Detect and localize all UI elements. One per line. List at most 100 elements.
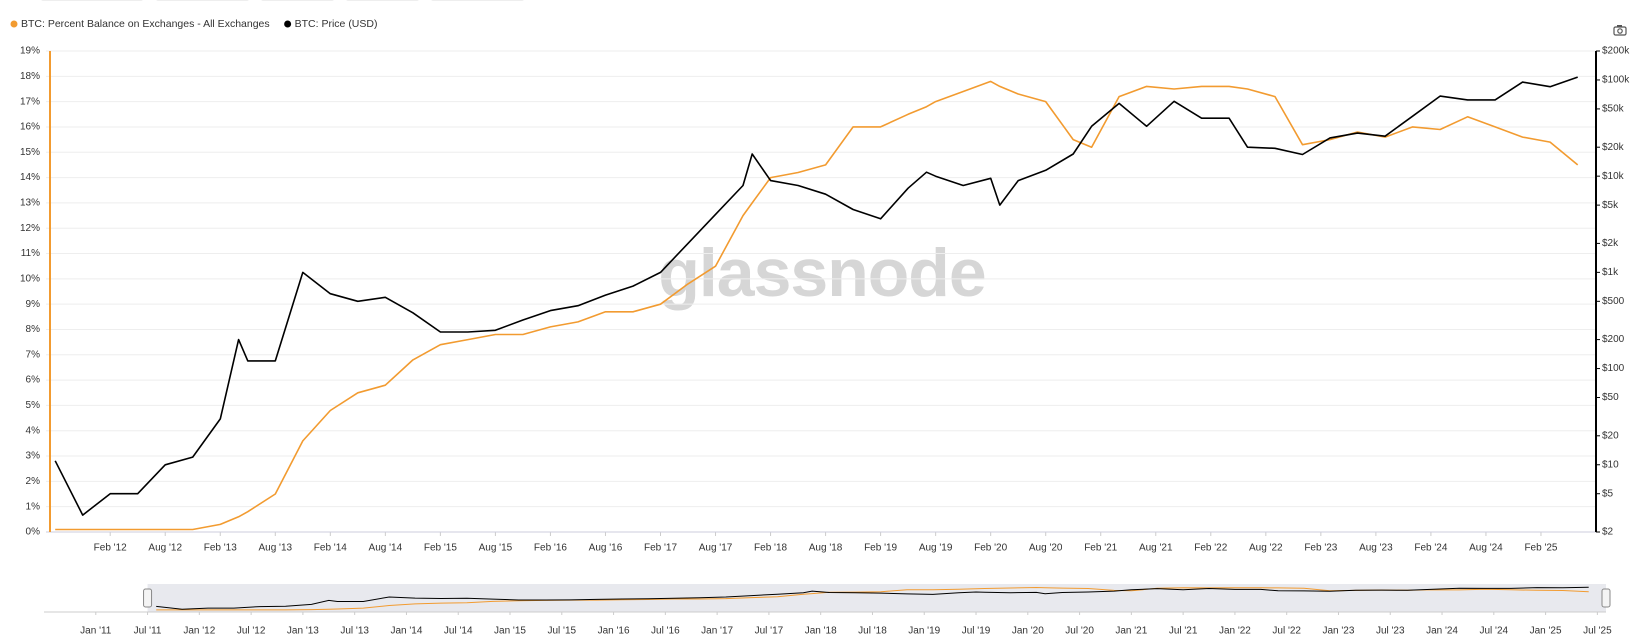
series-line bbox=[54, 76, 1578, 516]
x-tick-label: Aug '24 bbox=[1469, 543, 1503, 554]
x-tick-label: Aug '20 bbox=[1029, 543, 1063, 554]
x-tick-label: Aug '23 bbox=[1359, 543, 1393, 554]
x-tick-label: Feb '14 bbox=[314, 543, 347, 554]
navigator-tick-label: Jul '18 bbox=[858, 626, 887, 637]
y-tick-label: 11% bbox=[21, 248, 40, 259]
navigator-tick-label: Jan '20 bbox=[1012, 626, 1044, 637]
y-tick-label: 17% bbox=[20, 96, 40, 107]
legend-marker bbox=[10, 20, 18, 28]
navigator-tick-label: Jan '14 bbox=[390, 626, 422, 637]
navigator-tick-label: Jul '23 bbox=[1376, 626, 1405, 637]
navigator-tick-label: Jan '16 bbox=[598, 626, 630, 637]
navigator-selection bbox=[147, 584, 1607, 612]
x-tick-label: Feb '12 bbox=[94, 543, 127, 554]
legend-marker bbox=[284, 20, 292, 28]
navigator-tick-label: Jan '21 bbox=[1115, 626, 1147, 637]
x-tick-label: Feb '15 bbox=[424, 543, 457, 554]
legend-item[interactable]: BTC: Price (USD) bbox=[284, 18, 377, 30]
x-tick-label: Aug '12 bbox=[148, 543, 182, 554]
navigator-tick-label: Jan '25 bbox=[1530, 626, 1562, 637]
navigator-tick-label: Jul '24 bbox=[1480, 626, 1509, 637]
x-tick-label: Feb '22 bbox=[1194, 543, 1227, 554]
y2-tick-label: $50 bbox=[1602, 392, 1619, 403]
x-tick-label: Aug '16 bbox=[589, 543, 623, 554]
x-tick-label: Aug '21 bbox=[1139, 543, 1173, 554]
y2-tick-label: $10 bbox=[1602, 459, 1619, 470]
x-tick-label: Feb '25 bbox=[1524, 543, 1557, 554]
x-tick-label: Feb '16 bbox=[534, 543, 567, 554]
y2-tick-label: $20k bbox=[1602, 142, 1625, 153]
navigator-tick-label: Jul '14 bbox=[444, 626, 473, 637]
navigator-tick-label: Jan '15 bbox=[494, 626, 526, 637]
navigator-line bbox=[156, 586, 1589, 610]
y2-tick-label: $200k bbox=[1602, 46, 1630, 57]
y-tick-label: 14% bbox=[20, 172, 40, 183]
navigator-tick-label: Jul '11 bbox=[134, 626, 162, 637]
legend: BTC: Percent Balance on Exchanges - All … bbox=[10, 18, 377, 30]
x-tick-label: Feb '21 bbox=[1084, 543, 1117, 554]
navigator-tick-label: Jul '22 bbox=[1272, 626, 1301, 637]
y2-tick-label: $100k bbox=[1602, 75, 1630, 86]
navigator-tick-label: Jul '19 bbox=[962, 626, 991, 637]
navigator-tick-label: Jan '18 bbox=[805, 626, 837, 637]
y-tick-label: 8% bbox=[26, 324, 41, 335]
navigator-tick-label: Jan '19 bbox=[908, 626, 940, 637]
y-tick-label: 7% bbox=[26, 349, 41, 360]
navigator-tick-label: Jan '11 bbox=[80, 626, 112, 637]
y2-tick-label: $50k bbox=[1602, 104, 1625, 115]
navigator-tick-label: Jan '23 bbox=[1323, 626, 1355, 637]
watermark: glassnode bbox=[658, 235, 985, 311]
navigator-handle[interactable] bbox=[143, 588, 153, 608]
x-tick-label: Feb '23 bbox=[1304, 543, 1337, 554]
navigator-tick-label: Jul '16 bbox=[651, 626, 680, 637]
y2-tick-label: $500 bbox=[1602, 296, 1625, 307]
y2-tick-label: $2k bbox=[1602, 238, 1619, 249]
x-tick-label: Feb '20 bbox=[974, 543, 1007, 554]
camera-icon[interactable] bbox=[1613, 25, 1627, 36]
y-tick-label: 1% bbox=[26, 501, 41, 512]
y2-tick-label: $10k bbox=[1602, 171, 1625, 182]
y-tick-label: 5% bbox=[26, 400, 41, 411]
y2-tick-label: $5 bbox=[1602, 488, 1614, 499]
navigator-tick-label: Jul '21 bbox=[1169, 626, 1198, 637]
y2-tick-label: $20 bbox=[1602, 430, 1619, 441]
y-tick-label: 10% bbox=[20, 273, 40, 284]
navigator-tick-label: Jan '12 bbox=[183, 626, 215, 637]
x-tick-label: Feb '17 bbox=[644, 543, 677, 554]
navigator-handle[interactable] bbox=[1601, 588, 1611, 608]
navigator-tick-label: Jul '17 bbox=[755, 626, 784, 637]
x-tick-label: Aug '19 bbox=[919, 543, 953, 554]
navigator-tick-label: Jan '13 bbox=[287, 626, 319, 637]
navigator-tick-label: Jan '17 bbox=[701, 626, 733, 637]
navigator-tick-label: Jul '13 bbox=[340, 626, 369, 637]
y2-tick-label: $100 bbox=[1602, 363, 1625, 374]
x-tick-label: Feb '13 bbox=[204, 543, 237, 554]
x-tick-label: Aug '15 bbox=[479, 543, 513, 554]
navigator-tick-label: Jul '25 bbox=[1583, 626, 1612, 637]
x-tick-label: Feb '24 bbox=[1414, 543, 1447, 554]
navigator-tick-label: Jul '12 bbox=[237, 626, 266, 637]
y-tick-label: 16% bbox=[20, 122, 40, 133]
legend-item[interactable]: BTC: Percent Balance on Exchanges - All … bbox=[10, 18, 270, 30]
legend-label: BTC: Percent Balance on Exchanges - All … bbox=[21, 18, 270, 30]
y-tick-label: 9% bbox=[26, 299, 41, 310]
navigator-tick-label: Jul '20 bbox=[1065, 626, 1094, 637]
y-tick-label: 18% bbox=[20, 71, 40, 82]
y-tick-label: 15% bbox=[20, 147, 40, 158]
y-tick-label: 3% bbox=[26, 451, 41, 462]
y-tick-label: 19% bbox=[20, 46, 40, 57]
navigator-tick-label: Jan '24 bbox=[1426, 626, 1458, 637]
navigator-tick-label: Jan '22 bbox=[1219, 626, 1251, 637]
y2-tick-label: $200 bbox=[1602, 334, 1625, 345]
x-tick-label: Aug '14 bbox=[369, 543, 403, 554]
y-tick-label: 2% bbox=[26, 476, 41, 487]
y-tick-label: 12% bbox=[20, 223, 40, 234]
navigator-tick-label: Jul '15 bbox=[547, 626, 576, 637]
y-tick-label: 4% bbox=[26, 425, 41, 436]
x-tick-label: Aug '22 bbox=[1249, 543, 1283, 554]
x-tick-label: Feb '18 bbox=[754, 543, 787, 554]
y-tick-label: 13% bbox=[20, 198, 40, 209]
legend-label: BTC: Price (USD) bbox=[295, 18, 378, 30]
y2-tick-label: $5k bbox=[1602, 200, 1619, 211]
